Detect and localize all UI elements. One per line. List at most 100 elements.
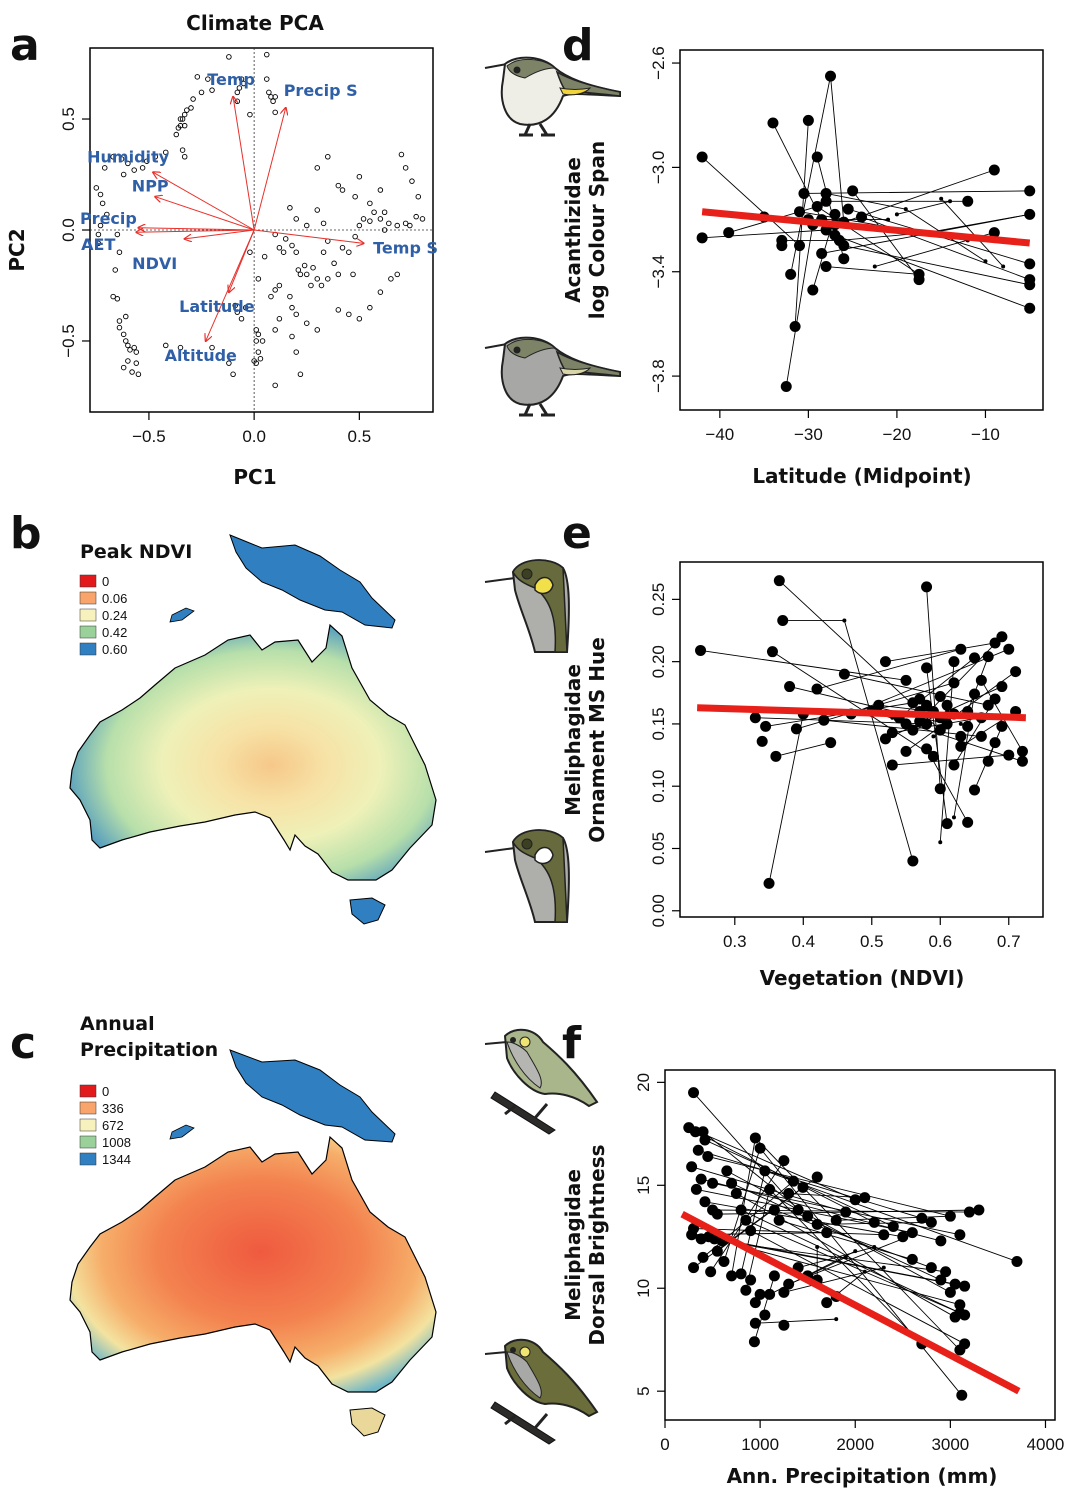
pca-point bbox=[209, 344, 215, 351]
pca-point bbox=[234, 89, 241, 96]
e-data-point bbox=[873, 699, 885, 711]
f-data-point bbox=[944, 1210, 956, 1222]
pca-point bbox=[352, 233, 358, 240]
pca-point bbox=[112, 267, 119, 273]
pca-point bbox=[289, 333, 295, 340]
e-data-point bbox=[695, 644, 707, 656]
pca-point bbox=[177, 116, 184, 122]
f-tree-edge bbox=[707, 1156, 951, 1217]
pca-point bbox=[110, 293, 116, 300]
honeyeater-pale-perched-icon bbox=[484, 1028, 599, 1135]
f-data-point bbox=[735, 1268, 747, 1280]
f-tree-edge bbox=[693, 1092, 799, 1211]
precip-legend-label-2: 672 bbox=[102, 1118, 124, 1133]
pca-point bbox=[352, 193, 358, 200]
pca-point bbox=[181, 154, 188, 160]
f-data-point bbox=[730, 1188, 742, 1200]
e-node-point bbox=[842, 618, 847, 623]
panel-letter-c: c bbox=[10, 1018, 36, 1069]
pca-point bbox=[247, 249, 253, 255]
f-x-axis-label: Ann. Precipitation (mm) bbox=[727, 1464, 998, 1488]
e-data-point bbox=[921, 718, 933, 730]
ndvi-legend-swatch-3 bbox=[79, 625, 97, 639]
f-tree-edge bbox=[769, 1189, 923, 1345]
pca-y-tick-label: 0.0 bbox=[59, 218, 78, 242]
f-data-point bbox=[954, 1299, 966, 1311]
pca-point bbox=[253, 338, 259, 344]
e-data-point bbox=[962, 816, 974, 828]
pca-point bbox=[97, 191, 104, 198]
d-x-axis-label: Latitude (Midpoint) bbox=[752, 464, 971, 488]
e-tree-edge bbox=[768, 713, 804, 884]
e-data-point bbox=[770, 750, 782, 762]
d-tree-edge bbox=[927, 213, 1030, 234]
e-tree-edge bbox=[823, 719, 982, 737]
pca-point bbox=[346, 311, 352, 318]
pca-point bbox=[289, 242, 295, 249]
f-data-point bbox=[702, 1150, 714, 1162]
pca-point bbox=[177, 344, 184, 351]
pca-point bbox=[234, 98, 241, 105]
e-data-point bbox=[934, 783, 946, 795]
d-regression-line bbox=[701, 208, 1031, 247]
e-data-point bbox=[948, 677, 960, 689]
f-x-tick-label: 3000 bbox=[931, 1435, 969, 1454]
panel-letter-d: d bbox=[562, 20, 594, 71]
pca-point bbox=[293, 349, 299, 355]
pca-point bbox=[272, 94, 278, 100]
pca-point bbox=[131, 344, 137, 351]
pca-point bbox=[179, 116, 186, 122]
pca-point bbox=[152, 154, 158, 160]
pca-point bbox=[259, 338, 266, 344]
pca-point bbox=[394, 222, 400, 229]
pca-point bbox=[238, 316, 245, 322]
pca-y-tick-label: −0.5 bbox=[59, 324, 78, 358]
d-data-point bbox=[842, 203, 854, 215]
pca-point bbox=[335, 182, 342, 189]
pca-point bbox=[97, 222, 104, 229]
f-data-point bbox=[925, 1262, 937, 1274]
e-data-point bbox=[784, 681, 796, 693]
pca-point bbox=[240, 80, 247, 87]
pca-point bbox=[139, 165, 146, 171]
pca-point bbox=[320, 249, 327, 255]
f-tree-edge bbox=[807, 1256, 846, 1277]
pca-point bbox=[253, 327, 259, 333]
f-node-point bbox=[843, 1255, 848, 1260]
e-data-point bbox=[811, 683, 823, 695]
f-data-point bbox=[778, 1319, 790, 1331]
pca-point bbox=[318, 282, 325, 289]
pca-point bbox=[386, 220, 392, 227]
e-x-tick-label: 0.5 bbox=[860, 932, 884, 951]
d-data-point bbox=[1024, 302, 1036, 314]
pca-y-axis-label: PC2 bbox=[5, 228, 29, 271]
pca-point bbox=[272, 287, 278, 293]
f-data-point bbox=[768, 1204, 780, 1216]
pca-point bbox=[356, 173, 363, 180]
f-data-point bbox=[956, 1389, 968, 1401]
d-tree-edge bbox=[834, 234, 1030, 309]
f-data-point bbox=[868, 1216, 880, 1228]
precip-tasmania-shape bbox=[349, 1407, 386, 1437]
f-data-point bbox=[811, 1218, 823, 1230]
f-data-point bbox=[768, 1270, 780, 1282]
f-tree-edge bbox=[745, 1189, 771, 1291]
pca-vector-arrow bbox=[253, 108, 286, 231]
d-data-point bbox=[988, 227, 1000, 239]
d-data-point bbox=[1024, 279, 1036, 291]
pca-x-tick-label: 0.5 bbox=[348, 427, 372, 446]
pca-point bbox=[287, 205, 293, 211]
d-data-point bbox=[785, 268, 797, 280]
f-data-point bbox=[697, 1251, 709, 1263]
e-tree-edge bbox=[843, 620, 914, 862]
pca-point bbox=[135, 371, 142, 378]
e-data-point bbox=[927, 750, 939, 762]
ndvi-new-guinea-shape bbox=[229, 534, 396, 629]
d-y-tick-label: −3.8 bbox=[649, 359, 668, 393]
precip-legend: 0 336 672 1008 1344 bbox=[79, 1084, 131, 1167]
pca-point bbox=[325, 154, 331, 160]
f-tree-edge bbox=[688, 1127, 856, 1201]
pca-vector-label: AET bbox=[81, 235, 115, 254]
pca-point bbox=[116, 318, 123, 324]
